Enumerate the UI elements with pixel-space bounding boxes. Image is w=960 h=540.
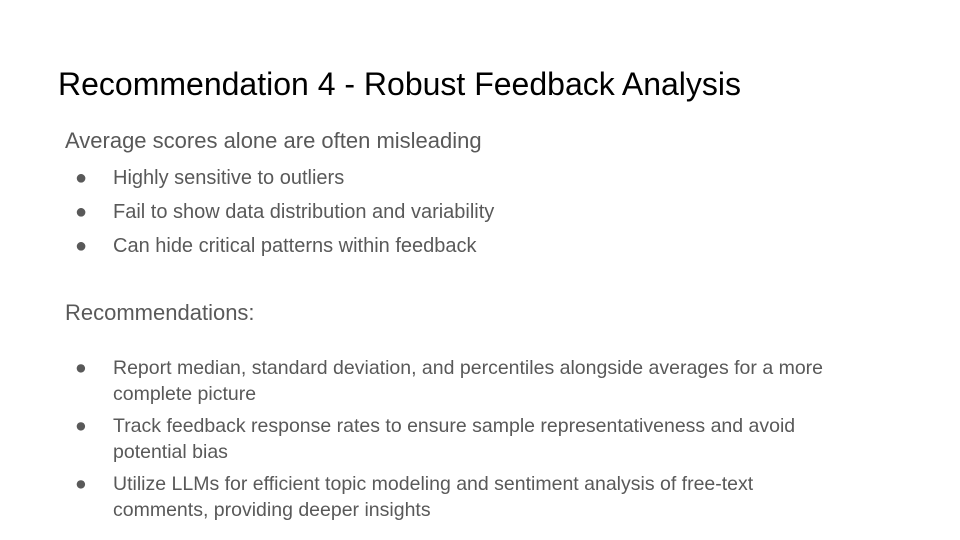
issue-text: Can hide critical patterns within feedba… xyxy=(113,235,477,257)
bullet-icon: ● xyxy=(75,235,88,257)
intro-text: Average scores alone are often misleadin… xyxy=(65,128,482,153)
recommendation-item: ● Track feedback response rates to ensur… xyxy=(0,413,835,465)
recommendation-text: Report median, standard deviation, and p… xyxy=(113,357,824,405)
recommendation-text: Track feedback response rates to ensure … xyxy=(113,415,796,463)
recommendation-item: ● Utilize LLMs for efficient topic model… xyxy=(0,471,835,523)
issue-item: ● Fail to show data distribution and var… xyxy=(0,195,494,229)
bullet-icon: ● xyxy=(75,473,87,495)
bullet-icon: ● xyxy=(75,201,88,223)
bullet-icon: ● xyxy=(75,167,88,189)
issue-item: ● Highly sensitive to outliers xyxy=(0,161,494,195)
bullet-icon: ● xyxy=(75,357,87,379)
recommendation-text: Utilize LLMs for efficient topic modelin… xyxy=(113,473,754,521)
issues-list: ● Highly sensitive to outliers ● Fail to… xyxy=(0,161,494,263)
bullet-icon: ● xyxy=(75,415,87,437)
issue-item: ● Can hide critical patterns within feed… xyxy=(0,229,494,263)
slide-title: Recommendation 4 - Robust Feedback Analy… xyxy=(58,66,742,102)
issue-text: Highly sensitive to outliers xyxy=(113,167,345,189)
recommendations-heading: Recommendations: xyxy=(65,300,255,325)
recommendation-item: ● Report median, standard deviation, and… xyxy=(0,355,835,407)
recommendations-list: ● Report median, standard deviation, and… xyxy=(0,355,835,529)
issue-text: Fail to show data distribution and varia… xyxy=(113,201,495,223)
